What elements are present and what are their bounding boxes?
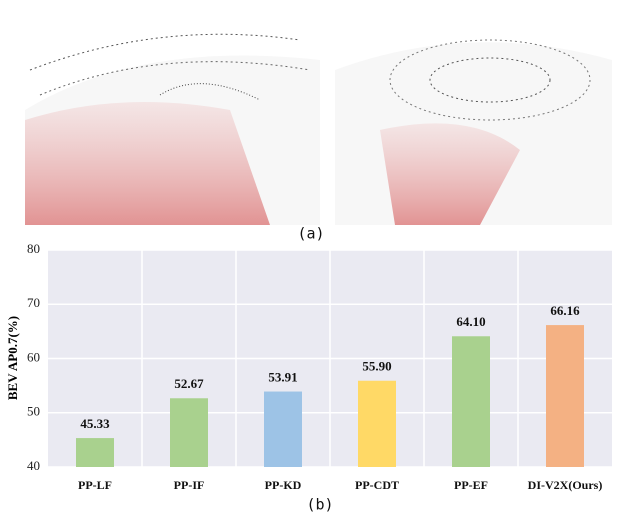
value-label: 45.33 <box>80 416 110 431</box>
bar <box>358 380 396 467</box>
value-label: 64.10 <box>456 314 485 329</box>
bar <box>264 391 302 467</box>
x-tick-label: DI-V2X(Ours) <box>528 478 603 492</box>
y-tick-label: 70 <box>27 295 40 310</box>
value-label: 66.16 <box>550 303 580 318</box>
y-axis-label: BEV AP0.7(%) <box>5 316 20 400</box>
bar <box>170 398 208 467</box>
bar <box>76 438 114 467</box>
value-label: 55.90 <box>362 359 391 374</box>
bar <box>546 325 584 467</box>
x-tick-label: PP-LF <box>78 478 112 492</box>
x-tick-label: PP-IF <box>174 478 205 492</box>
point-cloud-right <box>335 39 612 225</box>
value-label: 53.91 <box>268 370 297 385</box>
x-tick-label: PP-KD <box>265 478 302 492</box>
x-tick-label: PP-EF <box>454 478 488 492</box>
bar <box>452 336 490 467</box>
y-tick-label: 80 <box>27 241 40 256</box>
y-tick-label: 50 <box>27 404 40 419</box>
y-tick-label: 60 <box>27 349 40 364</box>
point-cloud-left <box>25 33 320 225</box>
y-tick-label: 40 <box>27 458 40 473</box>
value-label: 52.67 <box>174 376 204 391</box>
caption: (a) <box>297 225 324 243</box>
caption: (b) <box>306 496 333 514</box>
x-tick-label: PP-CDT <box>355 478 399 492</box>
